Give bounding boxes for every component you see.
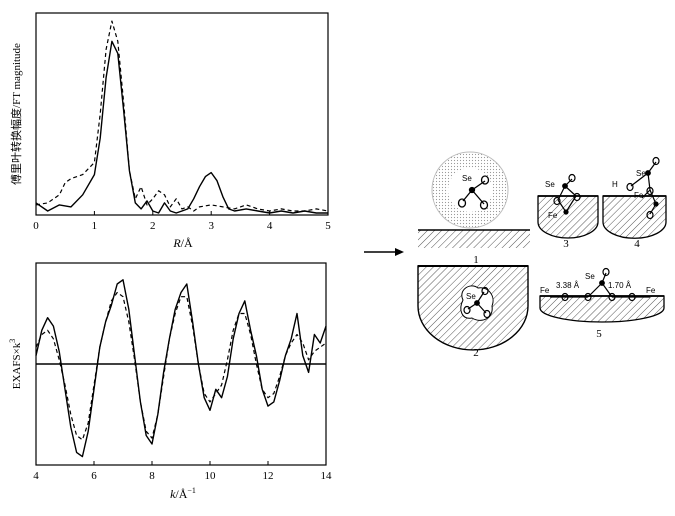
panel-5-number: 5 [596,328,602,340]
top-x-axis-label: R/Å [172,236,193,250]
top-x-tick-label: 2 [150,220,156,232]
ft-magnitude-chart: 傅里叶转换幅度/FT magnitude R/Å 0 1 2 3 4 5 [9,12,331,250]
panel-1-se-label: Se [462,174,472,183]
bottom-x-axis-label: k/Å−1 [170,486,196,501]
panel-5-se-label: Se [585,272,595,281]
panel-3-block [537,195,599,239]
panel-3-number: 3 [563,238,569,250]
panel-5-distance-1: 3.38 Å [556,281,580,290]
pointer-arrow [364,248,404,256]
top-x-tick-label: 3 [208,220,214,232]
bottom-x-tick-label: 10 [205,470,217,482]
panel-4-block [602,195,667,239]
top-x-tick-label: 0 [33,220,39,232]
bottom-y-axis-label: EXAFS×k3 [8,339,23,390]
panel-5-distance-2: 1.70 Å [608,281,632,290]
bottom-x-tick-label: 14 [321,470,333,482]
exafs-chart: EXAFS×k3 k/Å−1 4 6 8 10 12 14 [8,262,333,501]
bottom-series-solid [35,279,327,458]
panel-2-se-label: Se [466,292,476,301]
adsorption-diagram: Se 1 Se 2 [417,151,667,359]
top-plot-frame [35,12,329,216]
top-x-tick-label: 5 [325,220,331,232]
top-x-ticks: 0 1 2 3 4 5 [33,211,331,232]
panel-2-number: 2 [473,347,479,359]
bottom-x-ticks: 4 6 8 10 12 14 [33,363,333,482]
panel-2: Se 2 [417,265,529,359]
panel-5-fe-right-label: Fe [646,286,656,295]
panel-5-fe-left-label: Fe [540,286,550,295]
top-y-axis-label: 傅里叶转换幅度/FT magnitude [9,43,23,185]
top-series-group [35,20,329,214]
top-x-tick-label: 4 [267,220,273,232]
panel-3: Se Fe 3 [537,173,599,250]
panel-1-number: 1 [473,254,479,266]
bottom-x-tick-label: 8 [149,470,155,482]
bottom-x-tick-label: 4 [33,470,39,482]
panel-4-number: 4 [634,238,640,250]
panel-3-se-label: Se [545,180,555,189]
bottom-x-tick-label: 12 [263,470,274,482]
panel-5: Se Fe Fe 3.38 Å 1.70 Å 5 [539,267,665,340]
panel-3-fe-label: Fe [548,211,558,220]
panel-4-fe-label: Fe [634,191,644,200]
panel-4-se-label: Se [636,169,646,178]
bottom-series-dashed [35,291,327,441]
panel-4-h-label: H [612,180,618,189]
panel-1: Se 1 [418,151,530,266]
top-series-solid [35,40,328,214]
panel-4: Se H Fe 4 [602,156,667,250]
bottom-series-group [35,279,327,458]
panel-1-surface [418,230,530,248]
bottom-x-tick-label: 6 [91,470,97,482]
top-x-tick-label: 1 [92,220,98,232]
panel-5-block [539,295,665,323]
top-series-dashed [35,20,329,212]
panel-1-molecule [457,175,490,210]
